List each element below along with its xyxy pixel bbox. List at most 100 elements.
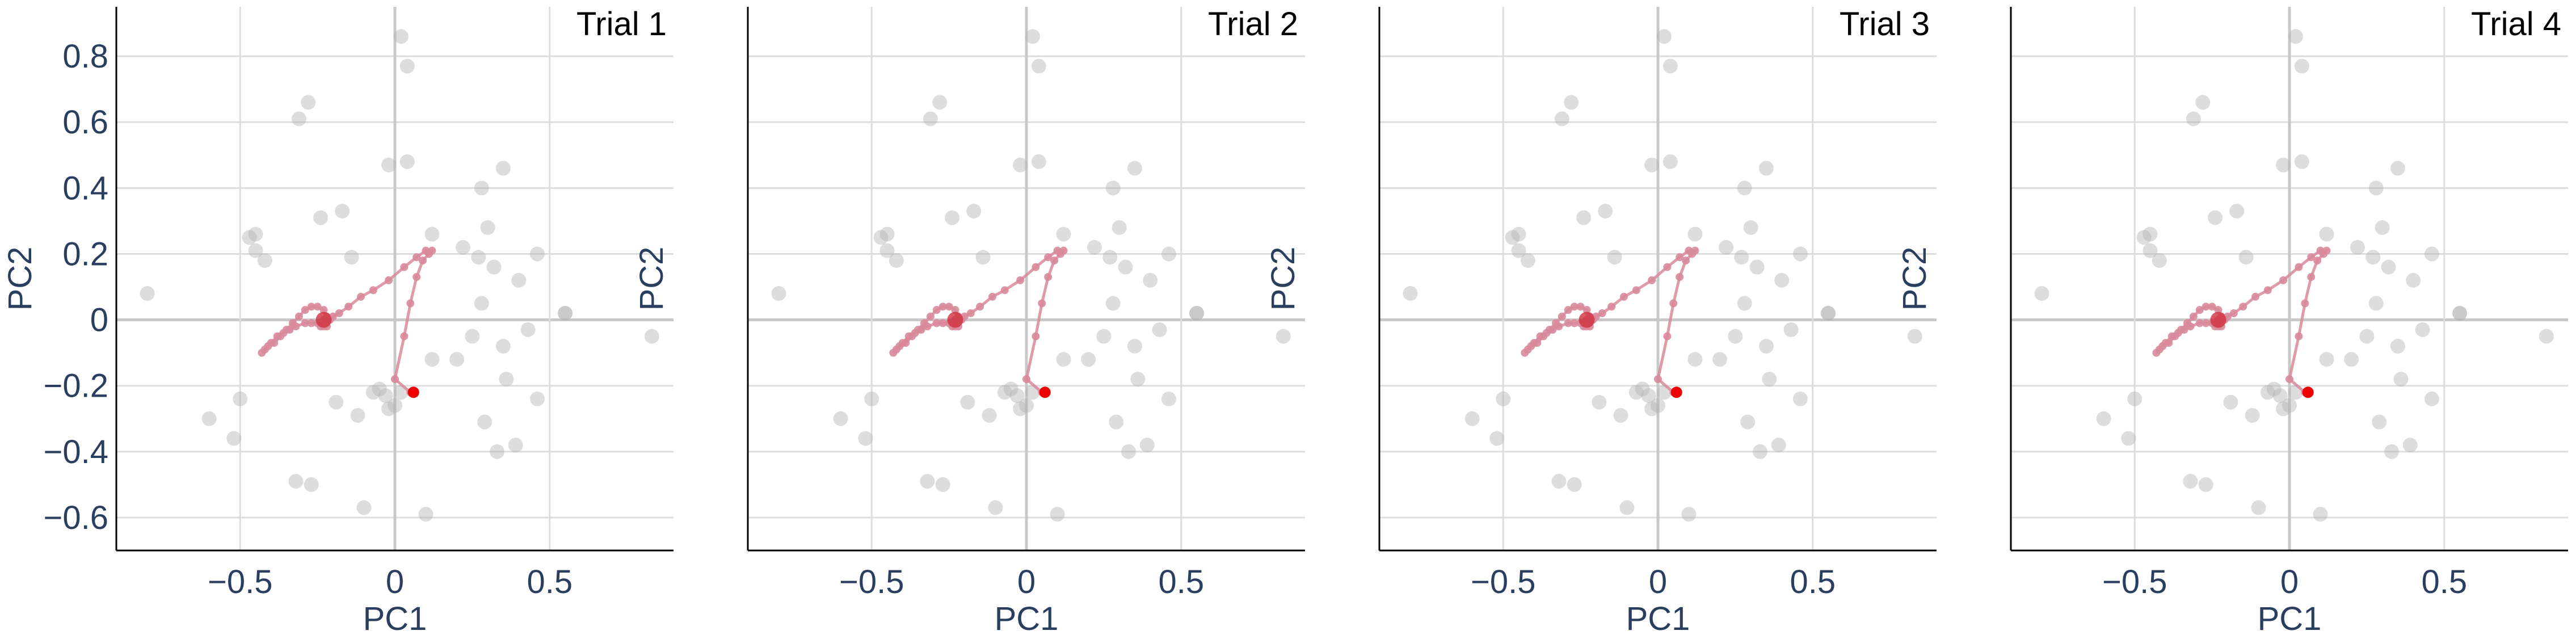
trajectory-point <box>1530 339 1538 347</box>
grid <box>748 7 1305 550</box>
subplot-panels: −0.5 0 0.5 PC1 PC2 −0.6 −0.4 −0.2 0 0.2 0.4 0.6 0.8 T… <box>2 6 2568 637</box>
background-point <box>960 394 975 410</box>
background-point <box>1511 243 1526 258</box>
background-point <box>1662 154 1678 169</box>
trajectory-point <box>923 322 932 331</box>
trajectory-point <box>1536 332 1544 340</box>
background-point <box>2393 372 2409 387</box>
background-point <box>2198 477 2213 492</box>
background-point <box>2152 253 2167 268</box>
background-point <box>226 431 242 446</box>
background-point <box>966 203 982 218</box>
background-point <box>1821 305 1836 321</box>
background-point <box>873 230 889 245</box>
trajectory-point <box>1676 273 1684 281</box>
background-point <box>2127 391 2143 406</box>
trajectory-point <box>2239 302 2247 311</box>
background-points <box>771 29 1291 522</box>
background-point <box>372 381 387 397</box>
background-point <box>1641 388 1656 403</box>
background-point <box>1740 414 1756 430</box>
background-point <box>982 407 997 423</box>
background-point <box>2282 398 2297 413</box>
final-point <box>2302 386 2314 398</box>
trajectory-point <box>938 302 947 311</box>
trajectory-point <box>2195 306 2204 314</box>
background-point <box>365 385 381 400</box>
background-point <box>2136 230 2152 245</box>
trajectory-point <box>2307 273 2316 281</box>
background-point <box>2313 507 2328 522</box>
background-point <box>301 95 316 110</box>
background-point <box>2384 444 2400 459</box>
background-point <box>1619 500 1635 515</box>
trajectory-point <box>2263 286 2272 295</box>
trajectory-line <box>1523 249 1699 394</box>
background-point <box>2276 157 2291 173</box>
background-point <box>1644 157 1660 173</box>
background-point <box>1681 507 1697 522</box>
background-point <box>1031 58 1046 74</box>
trajectory-point <box>2208 302 2216 311</box>
background-point <box>378 388 393 403</box>
trajectory-point <box>2229 309 2238 317</box>
trajectory-point <box>400 332 409 340</box>
background-point <box>329 394 344 410</box>
background-point <box>1130 372 1146 387</box>
background-point <box>449 352 465 367</box>
trajectory-point <box>1555 322 1563 331</box>
x-tick-label: 0.5 <box>527 564 573 600</box>
background-point <box>381 401 397 417</box>
background-point <box>1687 352 1703 367</box>
x-tick-label: −0.5 <box>839 564 904 600</box>
background-point <box>465 329 480 344</box>
background-point <box>2415 322 2430 337</box>
background-point <box>2390 339 2405 354</box>
trajectory-point <box>2180 325 2188 334</box>
grid <box>116 7 674 550</box>
trajectory-point <box>2285 375 2293 384</box>
trajectory-point <box>1685 246 1693 255</box>
trajectory-point <box>2167 332 2176 340</box>
background-point <box>997 385 1012 400</box>
background-point <box>1821 305 1836 321</box>
x-tick-label: 0.5 <box>1790 564 1836 600</box>
trajectory-point <box>1044 273 1053 281</box>
y-tick-label: 0.6 <box>62 104 108 141</box>
background-point <box>1613 407 1628 423</box>
background-point <box>1687 226 1703 242</box>
background-point <box>335 203 350 218</box>
background-point <box>1009 388 1025 403</box>
background-point <box>2251 500 2266 515</box>
background-point <box>233 391 248 406</box>
trajectory-point <box>1663 263 1672 271</box>
background-point <box>1003 381 1018 397</box>
background-point <box>1520 253 1535 268</box>
x-tick-label: −0.5 <box>1471 564 1536 600</box>
trajectory-point <box>1607 302 1616 311</box>
trajectory-end-point <box>2210 312 2226 328</box>
panel-2: −0.5 0 0.5 PC1 PC2 Trial 2 <box>633 6 1305 637</box>
background-point <box>932 95 948 110</box>
trajectory-point <box>2161 339 2170 347</box>
background-point <box>1758 161 1774 176</box>
background-point <box>2276 401 2291 417</box>
background-point <box>1109 414 1124 430</box>
final-point <box>1039 386 1051 398</box>
background-points <box>2034 29 2554 522</box>
trajectory <box>258 246 436 397</box>
trajectory-point <box>1619 292 1628 301</box>
trajectory-point <box>294 312 303 321</box>
trajectory-point <box>2174 329 2182 337</box>
background-point <box>889 253 904 268</box>
background-point <box>1592 394 1607 410</box>
background-points <box>1403 29 1922 522</box>
trajectory-point <box>926 312 935 321</box>
background-point <box>248 226 263 242</box>
background-point <box>1464 411 1480 426</box>
y-tick-label: −0.4 <box>44 434 109 470</box>
background-point <box>1576 210 1592 225</box>
background-point <box>1013 157 1028 173</box>
panel-title: Trial 3 <box>1840 6 1930 43</box>
background-point <box>350 407 365 423</box>
